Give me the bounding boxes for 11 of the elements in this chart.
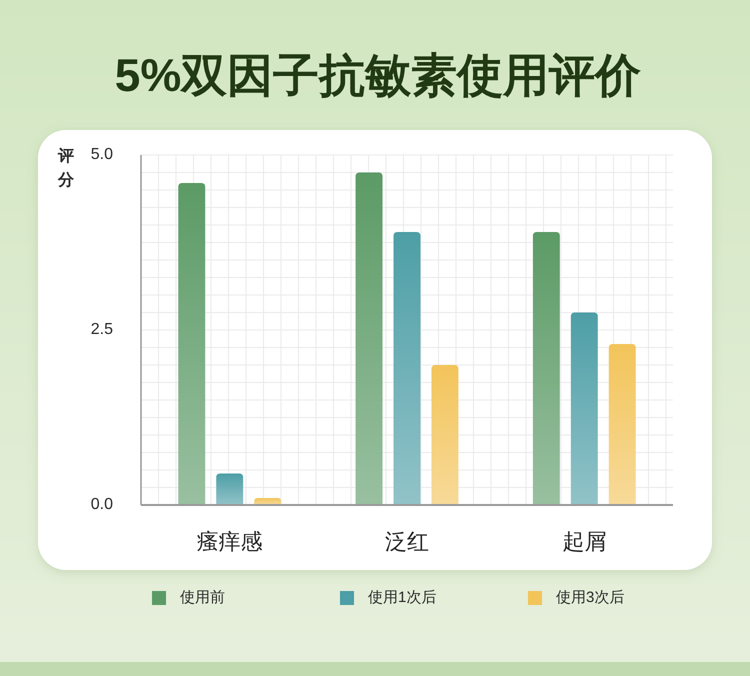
chart-title: 5%双因子抗敏素使用评价 xyxy=(114,49,642,101)
x-tick-label: 泛红 xyxy=(385,529,429,554)
x-tick-label: 瘙痒感 xyxy=(196,529,263,554)
y-tick-label: 2.5 xyxy=(90,321,114,338)
legend-label: 使用3次后 xyxy=(556,588,624,606)
x-tick-label: 起屑 xyxy=(562,529,606,554)
y-axis-title: 评分 xyxy=(57,147,75,189)
legend-label: 使用1次后 xyxy=(368,588,436,606)
legend-label: 使用前 xyxy=(180,588,225,606)
y-tick-label: 0.0 xyxy=(90,496,114,514)
y-tick-label: 5.0 xyxy=(90,146,114,164)
